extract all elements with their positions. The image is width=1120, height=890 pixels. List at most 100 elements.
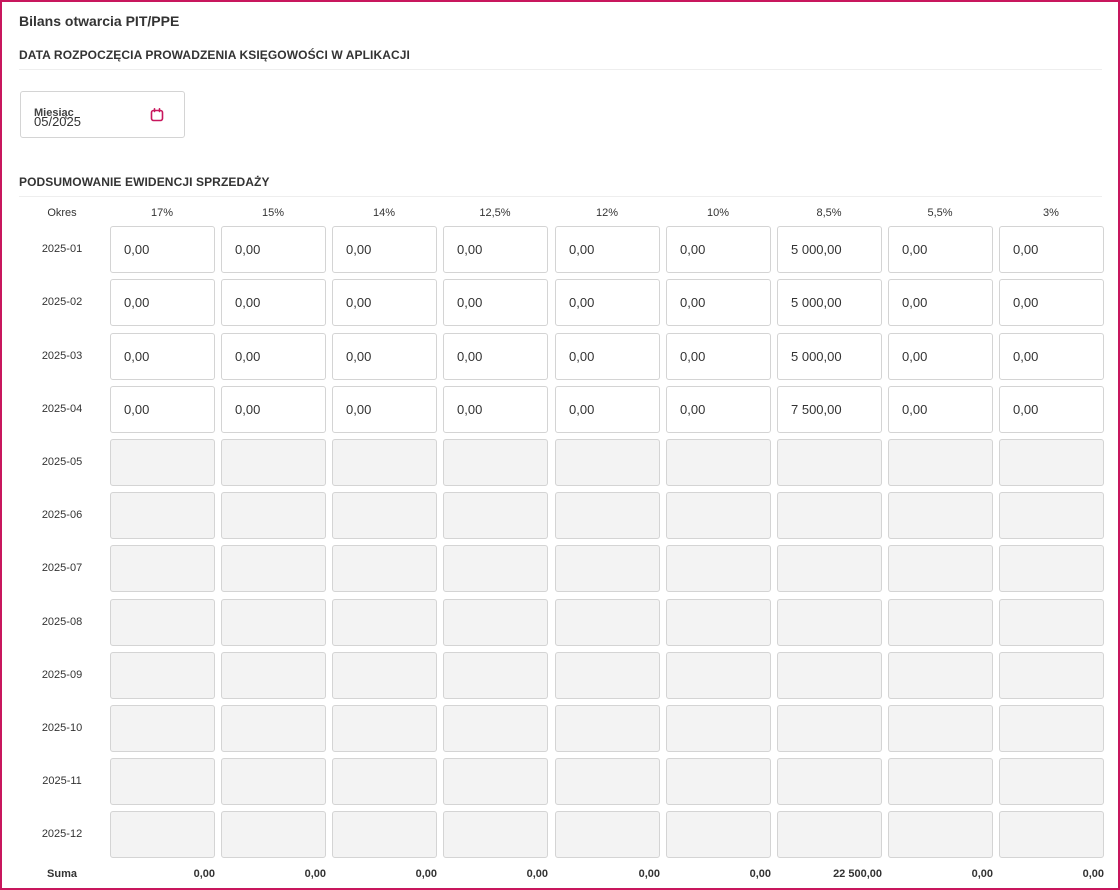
amount-input[interactable]: 5 000,00 (777, 226, 882, 273)
period-label: 2025-05 (41, 456, 83, 468)
sum-label: Suma (47, 868, 77, 880)
amount-input (221, 705, 326, 752)
amount-input (332, 492, 437, 539)
amount-input (777, 705, 882, 752)
amount-input[interactable]: 0,00 (999, 333, 1104, 380)
amount-input[interactable]: 0,00 (443, 279, 548, 326)
amount-input[interactable]: 0,00 (555, 386, 660, 433)
amount-input (999, 652, 1104, 699)
start-date-section-title: DATA ROZPOCZĘCIA PROWADZENIA KSIĘGOWOŚCI… (19, 48, 410, 62)
column-sum: 0,00 (749, 868, 771, 880)
amount-input (221, 439, 326, 486)
amount-input (555, 599, 660, 646)
amount-input (443, 439, 548, 486)
amount-input (888, 492, 993, 539)
amount-input[interactable]: 0,00 (443, 226, 548, 273)
amount-input[interactable]: 0,00 (332, 333, 437, 380)
amount-input (888, 599, 993, 646)
amount-input (110, 758, 215, 805)
column-sum: 0,00 (1082, 868, 1104, 880)
period-label: 2025-06 (41, 509, 83, 521)
amount-input[interactable]: 0,00 (110, 333, 215, 380)
calendar-icon[interactable] (150, 108, 164, 122)
amount-input (110, 599, 215, 646)
amount-input[interactable]: 0,00 (555, 226, 660, 273)
amount-input[interactable]: 0,00 (666, 279, 771, 326)
period-label: 2025-08 (41, 616, 83, 628)
amount-input (110, 545, 215, 592)
period-label: 2025-01 (41, 243, 83, 255)
amount-input[interactable]: 0,00 (999, 226, 1104, 273)
amount-input (999, 811, 1104, 858)
amount-input[interactable]: 0,00 (888, 386, 993, 433)
amount-input (555, 705, 660, 752)
amount-input[interactable]: 0,00 (555, 333, 660, 380)
amount-input[interactable]: 0,00 (332, 226, 437, 273)
amount-input (221, 599, 326, 646)
amount-input (332, 705, 437, 752)
amount-input[interactable]: 5 000,00 (777, 333, 882, 380)
amount-input (221, 811, 326, 858)
rate-column-header: 12% (595, 207, 619, 219)
amount-input (332, 652, 437, 699)
amount-input (777, 758, 882, 805)
rate-column-header: 3% (1043, 207, 1059, 219)
amount-input[interactable]: 0,00 (666, 226, 771, 273)
amount-input[interactable]: 0,00 (888, 279, 993, 326)
amount-input (666, 705, 771, 752)
amount-input[interactable]: 5 000,00 (777, 279, 882, 326)
amount-input[interactable]: 0,00 (666, 386, 771, 433)
amount-input (888, 439, 993, 486)
amount-input (110, 492, 215, 539)
amount-input (777, 439, 882, 486)
amount-input[interactable]: 0,00 (110, 226, 215, 273)
amount-input[interactable]: 7 500,00 (777, 386, 882, 433)
amount-input (888, 811, 993, 858)
amount-input (666, 439, 771, 486)
amount-input[interactable]: 0,00 (221, 226, 326, 273)
month-value[interactable]: 05/2025 (34, 114, 81, 129)
amount-input[interactable]: 0,00 (888, 226, 993, 273)
period-label: 2025-11 (42, 775, 82, 787)
column-sum: 0,00 (415, 868, 437, 880)
column-sum: 22 500,00 (833, 868, 882, 880)
amount-input[interactable]: 0,00 (999, 279, 1104, 326)
amount-input[interactable]: 0,00 (221, 279, 326, 326)
period-label: 2025-12 (41, 828, 83, 840)
amount-input (666, 811, 771, 858)
amount-input[interactable]: 0,00 (110, 386, 215, 433)
amount-input[interactable]: 0,00 (332, 386, 437, 433)
rate-column-header: 14% (372, 207, 396, 219)
amount-input (443, 758, 548, 805)
amount-input[interactable]: 0,00 (999, 386, 1104, 433)
divider (19, 69, 1102, 70)
amount-input (332, 811, 437, 858)
amount-input (332, 439, 437, 486)
column-sum: 0,00 (971, 868, 993, 880)
amount-input (777, 652, 882, 699)
amount-input[interactable]: 0,00 (443, 333, 548, 380)
amount-input (666, 545, 771, 592)
rate-column-header: 10% (706, 207, 730, 219)
month-picker-field[interactable]: Miesiąc 05/2025 (20, 91, 185, 138)
amount-input (999, 758, 1104, 805)
amount-input[interactable]: 0,00 (888, 333, 993, 380)
rate-column-header: 17% (150, 207, 174, 219)
amount-input (332, 545, 437, 592)
amount-input (888, 545, 993, 592)
amount-input[interactable]: 0,00 (332, 279, 437, 326)
amount-input[interactable]: 0,00 (221, 333, 326, 380)
period-label: 2025-03 (41, 350, 83, 362)
amount-input[interactable]: 0,00 (555, 279, 660, 326)
amount-input[interactable]: 0,00 (443, 386, 548, 433)
amount-input (221, 758, 326, 805)
amount-input (888, 652, 993, 699)
period-label: 2025-04 (41, 403, 83, 415)
amount-input[interactable]: 0,00 (221, 386, 326, 433)
period-column-header: Okres (47, 207, 77, 219)
amount-input (666, 758, 771, 805)
rate-column-header: 8,5% (816, 207, 842, 219)
amount-input[interactable]: 0,00 (666, 333, 771, 380)
amount-input[interactable]: 0,00 (110, 279, 215, 326)
amount-input (666, 599, 771, 646)
